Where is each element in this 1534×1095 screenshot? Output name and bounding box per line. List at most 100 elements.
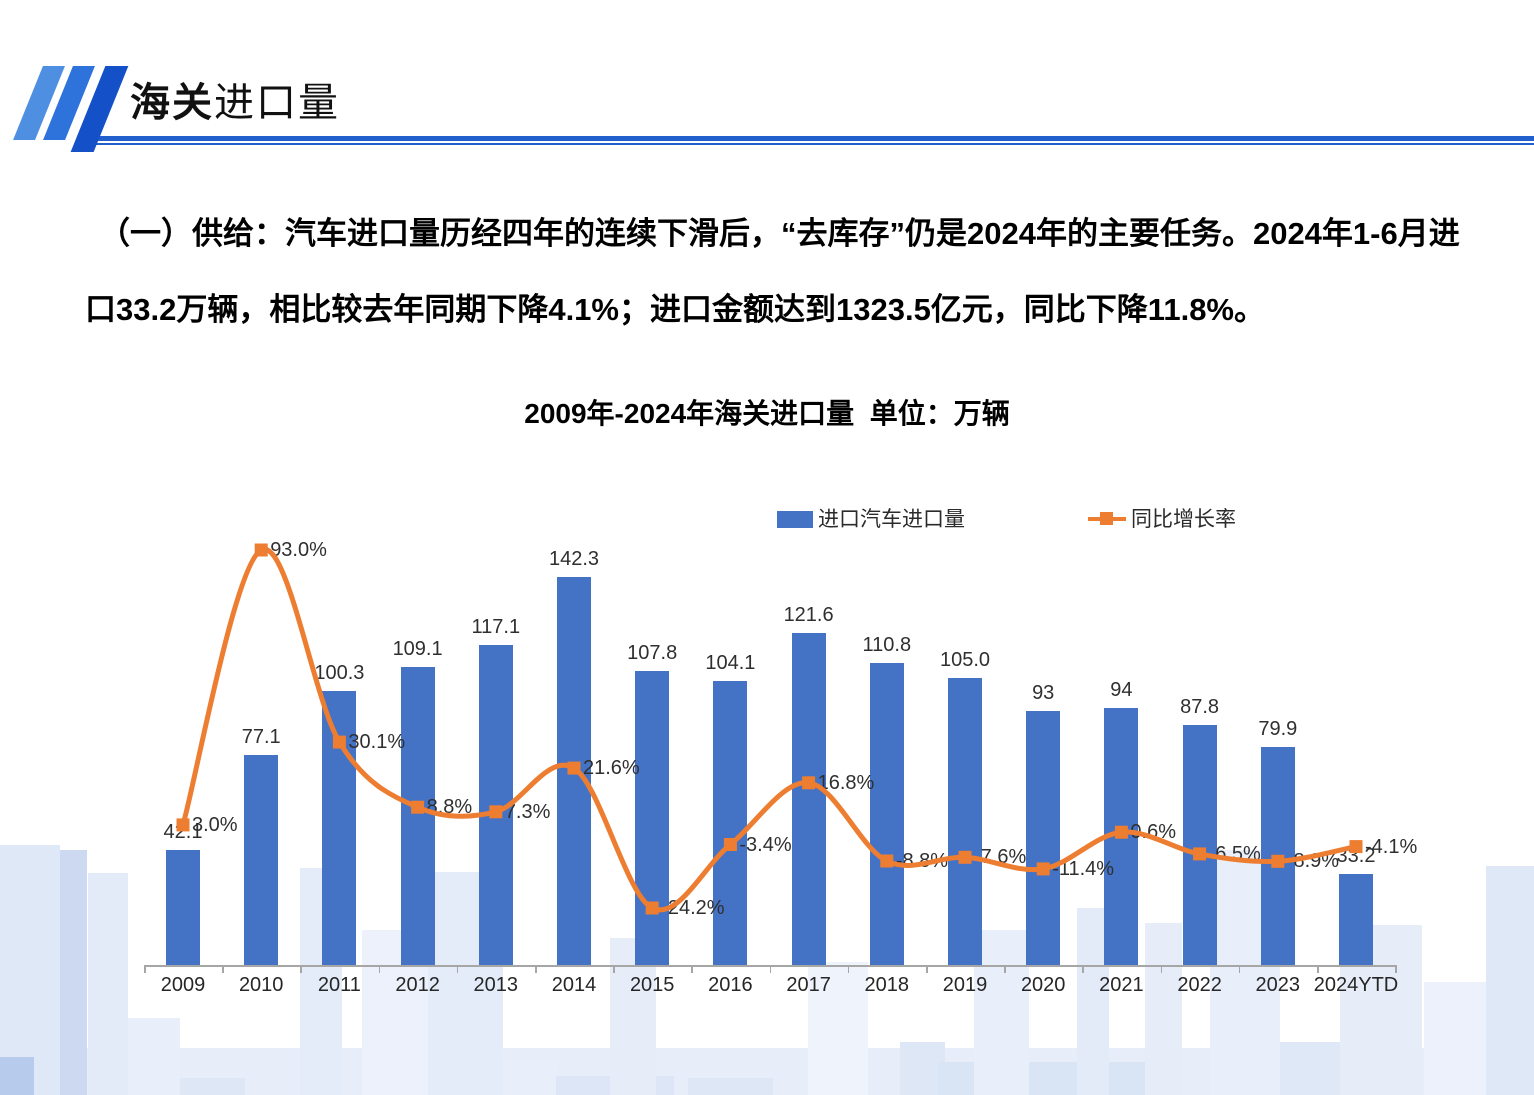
growth-marker-2010: [254, 543, 268, 557]
x-axis-label: 2011: [317, 974, 361, 996]
x-axis-label: 2009: [160, 974, 206, 996]
growth-label-2019: -7.6%: [974, 846, 1027, 869]
skyline-block: [0, 1057, 34, 1095]
x-axis-tick: [222, 965, 224, 973]
growth-label-2010: 93.0%: [270, 539, 327, 561]
header-rule-thick: [95, 136, 1534, 141]
bar-value-label: 79.9: [1258, 718, 1298, 740]
bar-value-label: 117.1: [471, 616, 521, 638]
growth-label-2012: 8.8%: [426, 796, 473, 819]
bar-2010: [244, 755, 279, 965]
x-axis-tick: [1082, 965, 1084, 973]
growth-label-2021: 0.6%: [1130, 821, 1176, 844]
skyline-block: [900, 1042, 945, 1095]
bar-2020: [1026, 711, 1061, 965]
chart-title: 2009年-2024年海关进口量 单位：万辆: [524, 398, 1010, 429]
header-rule-thin: [95, 143, 1534, 145]
x-axis-tick: [1395, 965, 1397, 973]
x-axis-tick: [1238, 965, 1241, 973]
bar-value-label: 121.6: [783, 604, 834, 626]
x-axis-tick: [926, 965, 928, 973]
growth-label-2024YTD: -4.1%: [1365, 835, 1418, 858]
legend-bar-swatch-icon: [777, 511, 813, 528]
x-axis-tick: [378, 965, 381, 973]
skyline-block: [128, 1018, 180, 1095]
skyline-block: [1077, 908, 1109, 1095]
bar-value-label: 142.3: [548, 548, 600, 570]
skyline-block: [0, 845, 60, 1095]
growth-label-2015: -24.2%: [661, 897, 725, 919]
x-axis-tick: [535, 965, 537, 973]
bar-2015: [635, 671, 670, 965]
x-axis-tick: [456, 965, 459, 973]
bar-2018: [869, 663, 904, 965]
x-axis-label: 2024YTD: [1313, 974, 1399, 996]
skyline-block: [88, 873, 128, 1095]
x-axis-tick: [691, 965, 693, 973]
bar-2009: [166, 850, 200, 965]
bar-2017: [791, 633, 826, 965]
legend-line-label: 同比增长率: [1131, 508, 1236, 531]
x-axis-tick: [1004, 965, 1006, 973]
bar-value-label: 87.8: [1180, 696, 1220, 718]
x-axis-tick: [1317, 965, 1319, 973]
skyline-block: [60, 850, 87, 1095]
page-title: 海关进口量: [130, 70, 340, 128]
skyline-block: [688, 1078, 773, 1095]
x-axis-label: 2012: [395, 974, 440, 996]
growth-label-2013: 7.3%: [504, 800, 551, 823]
x-axis-label: 2020: [1020, 974, 1066, 996]
x-axis-tick: [613, 965, 615, 973]
growth-label-2022: -6.5%: [1208, 842, 1261, 865]
skyline-block: [1280, 1042, 1340, 1095]
bar-value-label: 77.1: [241, 726, 281, 748]
growth-label-2009: 3.0%: [192, 813, 238, 836]
skyline-block: [180, 1078, 245, 1095]
x-axis-label: 2018: [864, 974, 910, 996]
skyline-block: [974, 930, 1029, 1095]
x-axis-tick: [144, 965, 146, 973]
bar-value-label: 100.3: [314, 662, 365, 684]
growth-label-2020: -11.4%: [1052, 857, 1115, 880]
x-axis-label: 2010: [238, 974, 284, 996]
bar-2016: [713, 681, 748, 965]
x-axis-label: 2023: [1255, 974, 1301, 996]
bar-value-label: 104.1: [705, 652, 756, 674]
x-axis-label: 2014: [551, 974, 597, 996]
growth-label-2016: -3.4%: [739, 833, 792, 856]
bar-2024YTD: [1339, 874, 1373, 965]
x-axis-tick: [847, 965, 850, 973]
body-text-line1: （一）供给：汽车进口量历经四年的连续下滑后，“去库存”仍是2024年的主要任务。…: [99, 216, 1460, 251]
x-axis-label: 2015: [629, 974, 675, 996]
x-axis-label: 2022: [1177, 974, 1222, 996]
skyline-block: [808, 962, 868, 1095]
x-axis-label: 2016: [708, 974, 753, 996]
body-text-line2: 口33.2万辆，相比较去年同期下降4.1%；进口金额达到1323.5亿元，同比下…: [85, 292, 1265, 327]
x-axis-tick: [300, 965, 302, 973]
x-axis-label: 2013: [473, 974, 519, 996]
legend-bar-label: 进口汽车进口量: [818, 508, 965, 531]
skyline-block: [1424, 982, 1486, 1095]
x-axis-label: 2017: [786, 974, 831, 996]
x-axis-tick: [769, 965, 772, 973]
x-axis-label: 2021: [1099, 974, 1144, 996]
skyline-block: [1486, 866, 1534, 1095]
legend-line-marker-icon: [1100, 512, 1113, 525]
growth-label-2014: 21.6%: [583, 757, 640, 780]
x-axis-tick: [1160, 965, 1163, 973]
skyline-block: [503, 1060, 558, 1095]
x-axis-label: 2019: [942, 974, 988, 996]
growth-label-2017: 16.8%: [817, 771, 875, 794]
skyline-block: [1145, 923, 1182, 1095]
body-text: （一）供给：汽车进口量历经四年的连续下滑后，“去库存”仍是2024年的主要任务。…: [85, 196, 1480, 348]
growth-label-2023: -8.9%: [1286, 850, 1340, 873]
bar-value-label: 109.1: [392, 638, 443, 660]
bar-value-label: 105.0: [939, 649, 991, 671]
growth-label-2018: -8.8%: [895, 850, 949, 872]
growth-label-2011: 30.1%: [348, 731, 406, 754]
bar-2019: [948, 678, 982, 965]
page-title-bold: 海关: [130, 81, 214, 125]
page-title-rest: 进口量: [214, 81, 340, 125]
